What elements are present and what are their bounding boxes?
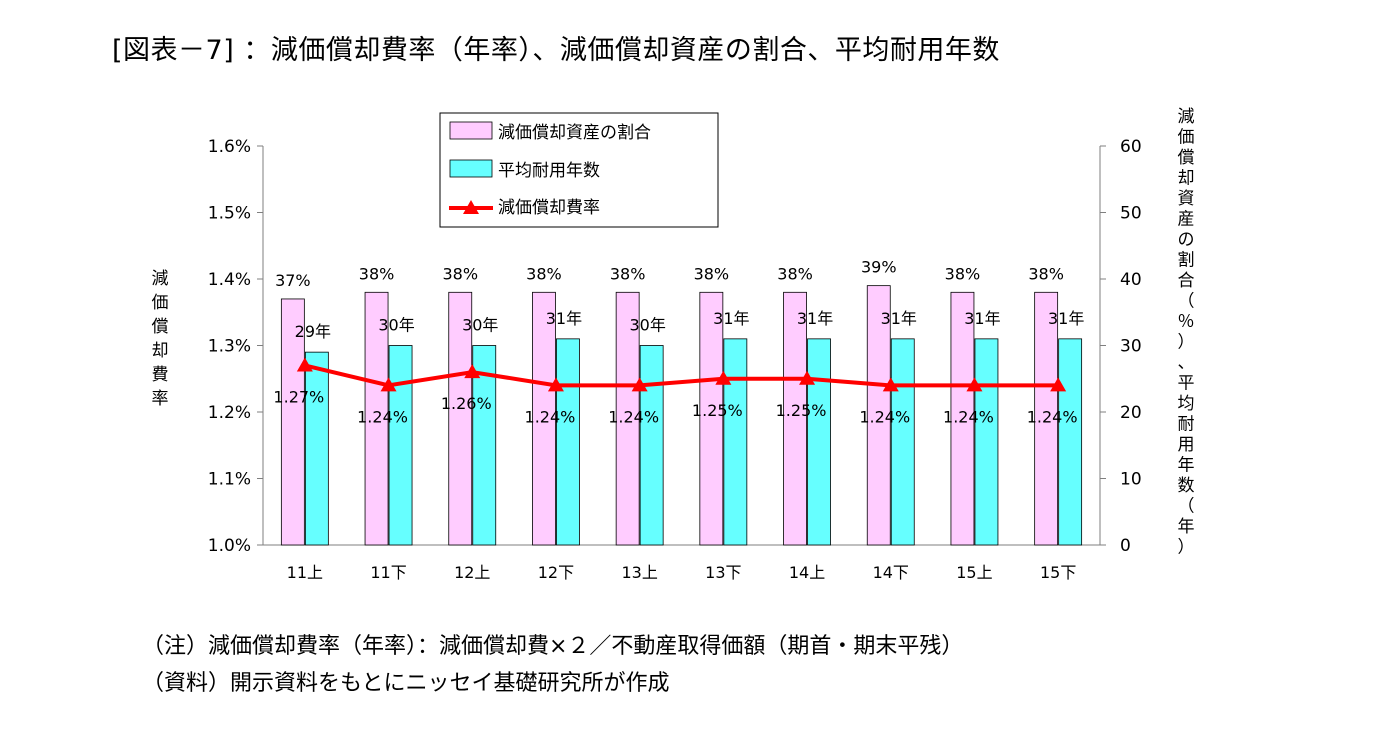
x-axis-tick-label: 11上: [287, 563, 323, 582]
line-marker-triangle: [799, 370, 816, 385]
bar-depreciable-ratio: [448, 291, 473, 546]
bar-useful-life: [1058, 338, 1083, 546]
right-axis-tick-label: 10: [1120, 470, 1142, 490]
x-axis-tick-label: 15下: [1040, 563, 1076, 582]
bar-label-useful-life: 30年: [462, 316, 498, 335]
line-label-depreciation-rate: 1.24%: [943, 407, 994, 426]
x-axis-tick-label: 11下: [370, 563, 406, 582]
bar-label-depreciable-ratio: 38%: [1028, 264, 1064, 283]
bar-depreciable-ratio: [532, 291, 556, 546]
bar-useful-life: [974, 338, 999, 546]
line-label-depreciation-rate: 1.25%: [776, 401, 827, 420]
right-axis-tick-label: 0: [1120, 536, 1131, 556]
bar-label-depreciable-ratio: 38%: [359, 264, 395, 283]
line-depreciation-rate: [304, 363, 1059, 388]
bar-depreciable-ratio: [699, 291, 724, 546]
bar-depreciable-ratio: [866, 285, 891, 546]
line-label-depreciation-rate: 1.26%: [441, 394, 492, 413]
bar-label-useful-life: 31年: [713, 309, 749, 328]
bar-label-useful-life: 31年: [797, 309, 833, 328]
line-label-depreciation-rate: 1.25%: [692, 401, 743, 420]
right-axis-title: 減価償却資産の割合（％）、平均耐用年数（年）: [1178, 107, 1195, 558]
right-axis-tick-label: 60: [1120, 137, 1142, 157]
line-label-depreciation-rate: 1.24%: [608, 407, 659, 426]
bar-label-depreciable-ratio: 38%: [777, 264, 813, 283]
line-label-depreciation-rate: 1.24%: [1027, 407, 1078, 426]
bar-useful-life: [890, 338, 915, 546]
legend-swatch-useful-life: [449, 159, 493, 178]
bar-label-depreciable-ratio: 38%: [526, 264, 562, 283]
bar-label-useful-life: 31年: [546, 309, 582, 328]
legend-marker-depreciation-rate: [463, 200, 479, 214]
bar-useful-life: [639, 345, 664, 546]
footnote-source: （資料）開示資料をもとにニッセイ基礎研究所が作成: [142, 671, 670, 696]
bar-useful-life: [723, 338, 748, 546]
x-axis-tick-label: 12上: [454, 563, 490, 582]
legend-label-depreciation-rate: 減価償却費率: [498, 198, 600, 218]
bar-label-useful-life: 29年: [295, 322, 331, 341]
line-marker-triangle: [631, 377, 648, 392]
x-axis-tick-label: 15上: [956, 563, 992, 582]
left-axis-tick-label: 1.3%: [208, 337, 251, 357]
legend-label-useful-life: 平均耐用年数: [498, 161, 600, 181]
bar-label-depreciable-ratio: 38%: [694, 264, 730, 283]
left-axis-tick-label: 1.5%: [208, 204, 251, 224]
x-axis-tick-label: 12下: [538, 563, 574, 582]
figure-title: [図表－7] ：減価償却費率（年率）、減価償却資産の割合、平均耐用年数: [112, 35, 1000, 66]
right-axis-tick-label: 40: [1120, 270, 1142, 290]
x-axis-tick-label: 14上: [789, 563, 825, 582]
left-axis-tick-label: 1.4%: [208, 270, 251, 290]
bar-depreciable-ratio: [783, 291, 807, 546]
right-axis-tick-label: 50: [1120, 204, 1142, 224]
left-axis-tick-label: 1.1%: [208, 470, 251, 490]
bar-useful-life: [304, 351, 329, 546]
bar-depreciable-ratio: [1034, 291, 1059, 546]
bar-label-depreciable-ratio: 38%: [442, 264, 478, 283]
line-label-depreciation-rate: 1.24%: [357, 407, 408, 426]
line-label-depreciation-rate: 1.24%: [859, 407, 910, 426]
line-marker-triangle: [715, 370, 732, 385]
left-axis-tick-label: 1.0%: [208, 536, 251, 556]
line-marker-triangle: [547, 377, 564, 392]
footnote-note: （注）減価償却費率（年率）：減価償却費×２／不動産取得価額（期首・期末平残）: [142, 634, 964, 659]
line-marker-triangle: [882, 377, 899, 392]
left-axis-title: 減価償却費率: [152, 269, 169, 409]
bar-useful-life: [807, 338, 831, 546]
line-marker-triangle: [464, 364, 481, 379]
right-axis-tick-label: 20: [1120, 403, 1142, 423]
x-axis-tick-label: 13下: [705, 563, 741, 582]
line-marker-triangle: [380, 377, 397, 392]
left-axis-tick-label: 1.2%: [208, 403, 251, 423]
line-marker-triangle: [296, 357, 313, 372]
left-axis-tick-label: 1.6%: [208, 137, 251, 157]
line-marker-triangle: [1050, 377, 1067, 392]
bar-depreciable-ratio: [615, 291, 640, 546]
bar-label-depreciable-ratio: 39%: [861, 258, 897, 277]
bar-label-useful-life: 31年: [964, 309, 1000, 328]
line-label-depreciation-rate: 1.27%: [273, 387, 324, 406]
bar-label-depreciable-ratio: 38%: [610, 264, 646, 283]
bar-label-useful-life: 31年: [881, 309, 917, 328]
bar-useful-life: [472, 345, 497, 546]
bar-depreciable-ratio: [364, 291, 389, 546]
bar-label-useful-life: 30年: [378, 316, 414, 335]
bar-label-useful-life: 31年: [1048, 309, 1084, 328]
right-axis-tick-label: 30: [1120, 337, 1142, 357]
bar-depreciable-ratio: [280, 298, 305, 546]
legend-swatch-depreciable-ratio: [449, 121, 493, 140]
x-axis-tick-label: 13上: [621, 563, 657, 582]
bar-label-useful-life: 30年: [629, 316, 665, 335]
bar-useful-life: [556, 338, 580, 546]
bar-useful-life: [388, 345, 413, 546]
legend-label-depreciable-ratio: 減価償却資産の割合: [498, 123, 651, 143]
x-axis-tick-label: 14下: [873, 563, 909, 582]
bar-label-depreciable-ratio: 38%: [945, 264, 981, 283]
bar-depreciable-ratio: [950, 291, 975, 546]
bar-label-depreciable-ratio: 37%: [275, 271, 311, 290]
line-label-depreciation-rate: 1.24%: [525, 407, 576, 426]
line-marker-triangle: [966, 377, 983, 392]
